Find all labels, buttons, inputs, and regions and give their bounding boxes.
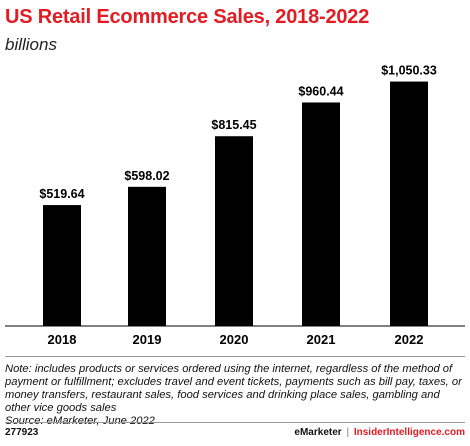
x-tick-2019: 2019 (133, 332, 162, 347)
data-label-2019: $598.02 (124, 169, 169, 183)
bars-group: $519.64 $598.02 $815.45 $960.44 $1,050.33 (39, 64, 437, 326)
bar-2019 (128, 186, 166, 326)
note-text: Note: includes products or services orde… (5, 363, 462, 414)
bar-2022 (390, 81, 428, 326)
brand-name: eMarketer (294, 427, 342, 438)
x-tick-2018: 2018 (48, 332, 77, 347)
bar-2021 (302, 102, 340, 326)
bar-chart: $519.64 $598.02 $815.45 $960.44 $1,050.33 20… (5, 64, 465, 347)
footer-brand: eMarketer | InsiderIntelligence.com (294, 427, 465, 438)
data-label-2021: $960.44 (298, 84, 343, 98)
data-label-2022: $1,050.33 (381, 64, 437, 78)
x-tick-2020: 2020 (220, 332, 249, 347)
x-ticks-group: 2018 2019 2020 2021 2022 (48, 332, 424, 347)
brand-separator: | (346, 427, 350, 438)
data-label-2020: $815.45 (211, 118, 256, 132)
source-text: Source: eMarketer, June 2022 (5, 415, 155, 427)
note-divider (5, 356, 465, 357)
chart-id: 277923 (5, 427, 39, 438)
footer-divider (5, 422, 465, 423)
chart-notes: Note: includes products or services orde… (5, 363, 467, 428)
bar-2020 (215, 136, 253, 326)
chart-subtitle: billions (5, 35, 57, 54)
brand-site[interactable]: InsiderIntelligence.com (353, 427, 465, 438)
chart-title: US Retail Ecommerce Sales, 2018-2022 (5, 6, 370, 28)
x-tick-2021: 2021 (307, 332, 336, 347)
bar-2018 (43, 205, 81, 326)
x-tick-2022: 2022 (395, 332, 424, 347)
data-label-2018: $519.64 (39, 187, 84, 201)
